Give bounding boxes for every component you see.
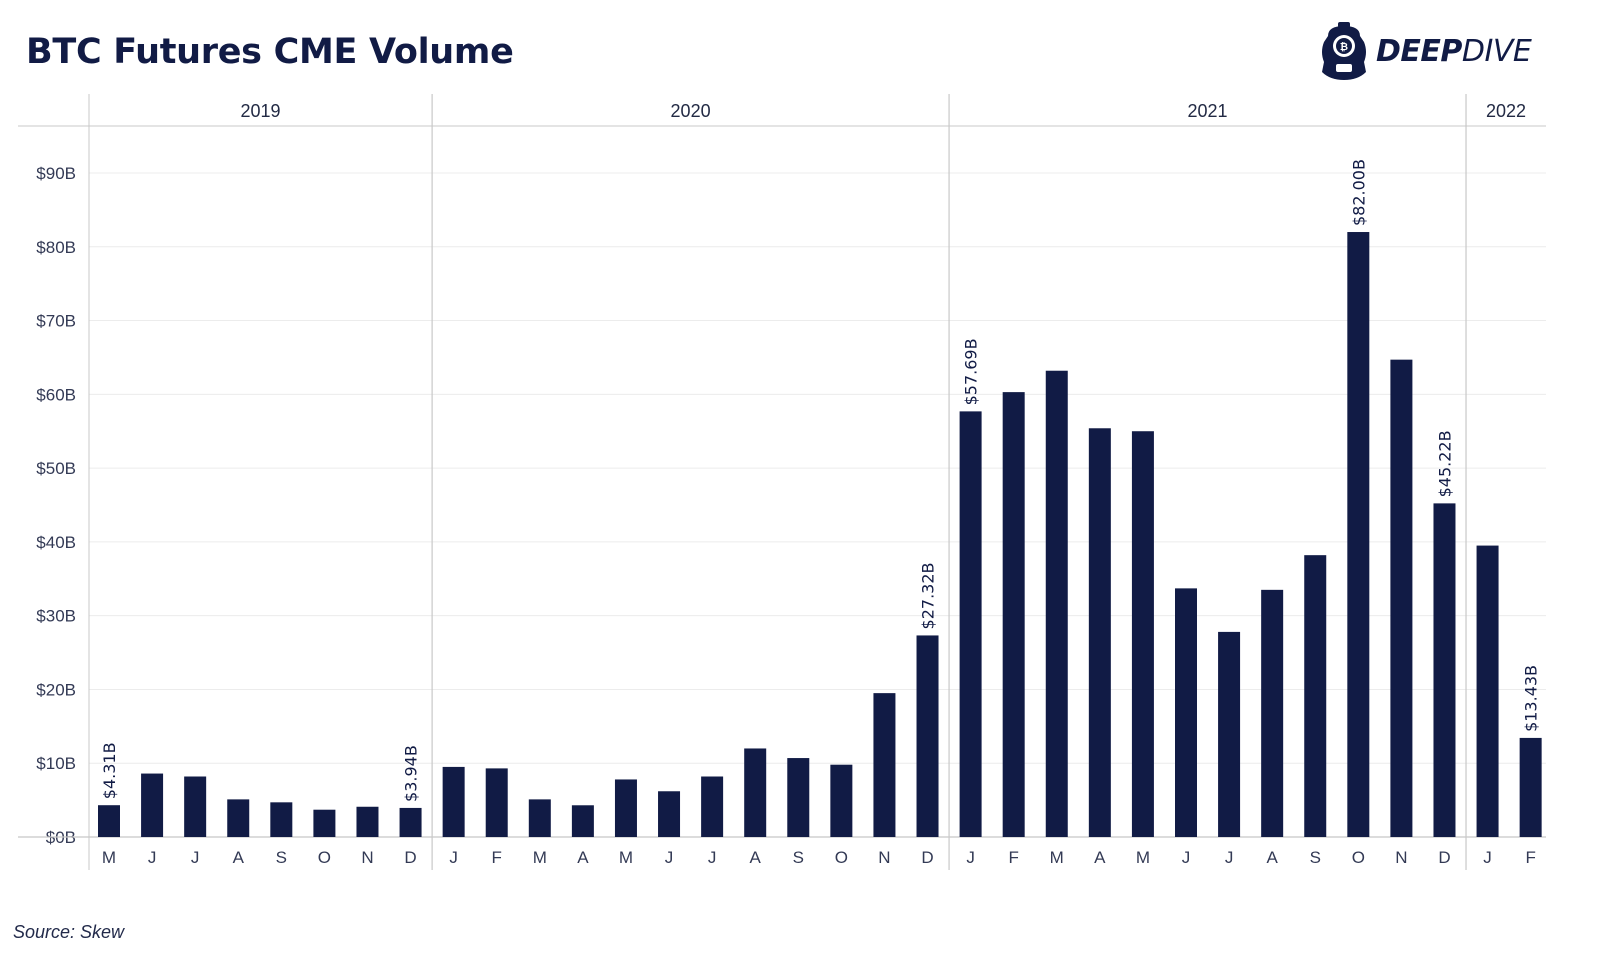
bar: [744, 748, 767, 837]
month-label: N: [1395, 848, 1407, 867]
y-tick-label: $90B: [36, 164, 76, 183]
data-label: $45.22B: [1435, 430, 1454, 497]
data-label: $13.43B: [1522, 665, 1541, 732]
month-label: O: [835, 848, 848, 867]
bar: [1002, 392, 1025, 837]
bar: [184, 776, 207, 837]
bar: [701, 776, 724, 837]
year-label-2019: 2019: [241, 101, 281, 121]
month-label: S: [276, 848, 287, 867]
year-label-2021: 2021: [1188, 101, 1228, 121]
month-label: M: [1050, 848, 1064, 867]
month-label: S: [793, 848, 804, 867]
bar: [916, 635, 939, 837]
bar: [1131, 431, 1154, 837]
bar: [442, 766, 465, 837]
data-label: $82.00B: [1349, 159, 1368, 226]
bar: [98, 805, 120, 837]
y-tick-label: $40B: [36, 533, 76, 552]
month-label: N: [878, 848, 890, 867]
y-tick-label: $20B: [36, 680, 76, 699]
month-label: J: [966, 848, 975, 867]
month-label: F: [1008, 848, 1018, 867]
month-label: A: [750, 848, 762, 867]
bar: [1390, 359, 1413, 837]
bar: [528, 799, 551, 837]
month-label: S: [1310, 848, 1321, 867]
month-label: D: [921, 848, 933, 867]
year-label-2022: 2022: [1486, 101, 1526, 121]
bar: [1045, 370, 1068, 837]
bar: [227, 799, 250, 837]
month-label: D: [404, 848, 416, 867]
bar: [787, 758, 810, 837]
diving-helmet-icon: ₿: [1322, 22, 1366, 80]
bar: [658, 791, 681, 837]
month-label: A: [1094, 848, 1106, 867]
month-label: O: [318, 848, 331, 867]
bar: [485, 768, 508, 837]
bar: [830, 764, 853, 837]
month-label: J: [708, 848, 717, 867]
bar: [959, 411, 982, 837]
year-label-2020: 2020: [671, 101, 711, 121]
month-label: F: [1525, 848, 1535, 867]
bar: [1261, 589, 1284, 837]
month-label: J: [1182, 848, 1191, 867]
month-label: D: [1438, 848, 1450, 867]
svg-text:₿: ₿: [1340, 41, 1348, 53]
y-tick-label: $60B: [36, 385, 76, 404]
bar: [1304, 555, 1327, 837]
bar: [1433, 503, 1456, 837]
bar: [399, 807, 422, 837]
y-tick-label: $80B: [36, 238, 76, 257]
bar: [571, 805, 594, 837]
month-label: F: [492, 848, 502, 867]
source-note: Source: Skew: [13, 922, 125, 942]
logo-wordmark: DEEPDIVE: [1376, 34, 1532, 69]
bar: [270, 802, 293, 837]
bar: [614, 779, 637, 837]
month-label: A: [1266, 848, 1278, 867]
bar: [1218, 631, 1241, 837]
y-tick-label: $30B: [36, 607, 76, 626]
month-label: J: [148, 848, 157, 867]
bar: [141, 773, 164, 837]
bar: [1519, 737, 1542, 837]
y-tick-label: $70B: [36, 312, 76, 331]
bar: [1088, 428, 1111, 837]
bar: [1175, 588, 1197, 837]
bar: [1476, 545, 1499, 837]
data-label: $3.94B: [402, 745, 421, 802]
month-label: A: [577, 848, 589, 867]
month-label: J: [1483, 848, 1492, 867]
month-label: M: [1136, 848, 1150, 867]
data-label: $4.31B: [100, 742, 119, 799]
data-label: $27.32B: [919, 562, 938, 629]
data-label: $57.69B: [962, 338, 981, 405]
month-label: J: [1225, 848, 1234, 867]
deepdive-logo: ₿ DEEPDIVE: [1318, 22, 1568, 86]
month-label: A: [233, 848, 245, 867]
month-label: J: [665, 848, 674, 867]
month-label: M: [533, 848, 547, 867]
month-label: J: [191, 848, 200, 867]
month-label: N: [361, 848, 373, 867]
month-label: M: [619, 848, 633, 867]
y-tick-label: $50B: [36, 459, 76, 478]
bar: [356, 806, 379, 837]
month-label: M: [102, 848, 116, 867]
bar: [313, 809, 336, 837]
bar: [873, 693, 896, 837]
y-tick-label: $10B: [36, 754, 76, 773]
chart-title: BTC Futures CME Volume: [26, 32, 514, 72]
bar: [1347, 232, 1370, 837]
month-label: J: [449, 848, 458, 867]
month-label: O: [1352, 848, 1365, 867]
